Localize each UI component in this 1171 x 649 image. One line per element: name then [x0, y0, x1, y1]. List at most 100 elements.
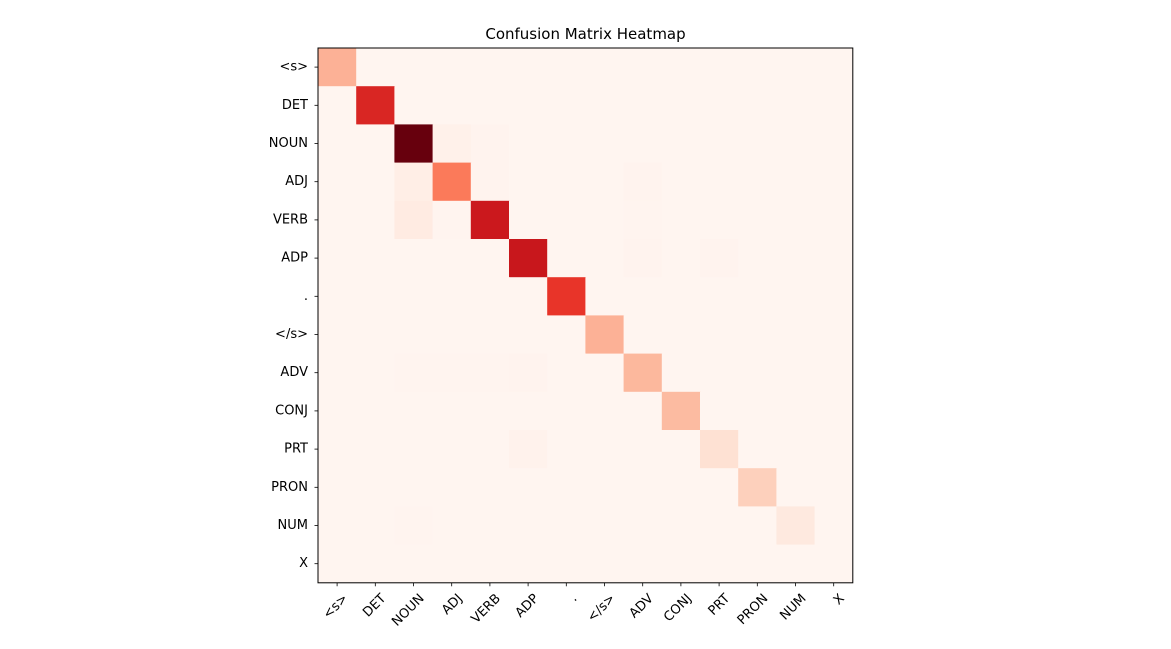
heatmap-cell	[432, 353, 472, 393]
y-tick-label: ADV	[280, 365, 308, 380]
heatmap-cell	[623, 86, 663, 125]
heatmap-cell	[509, 353, 548, 393]
heatmap-cell	[623, 48, 663, 87]
heatmap-cell	[738, 315, 777, 355]
heatmap-cell	[738, 200, 777, 240]
heatmap-cell	[700, 200, 739, 240]
heatmap-cell	[623, 277, 663, 316]
heatmap-cell	[585, 86, 625, 125]
x-tick-label: NOUN	[389, 591, 427, 629]
heatmap-cell	[318, 124, 357, 164]
heatmap-cell	[509, 277, 548, 316]
heatmap-cell	[738, 86, 777, 125]
heatmap-cell	[623, 506, 663, 546]
heatmap-cell	[509, 506, 548, 546]
heatmap-cell	[547, 200, 586, 240]
y-axis-ticks: <s> DET NOUN ADJ VERB ADP. </s> ADV CONJ PRT PRON N…	[269, 60, 318, 571]
y-tick-label: PRON	[271, 480, 308, 495]
heatmap-cell	[432, 468, 472, 507]
heatmap-cell	[585, 239, 625, 278]
heatmap-cell	[470, 239, 510, 278]
heatmap-cell	[356, 544, 395, 584]
heatmap-cell	[356, 506, 395, 546]
heatmap-cell	[509, 430, 548, 469]
heatmap-cell	[432, 239, 472, 278]
x-tick-label: X	[831, 591, 848, 608]
heatmap-cell	[432, 430, 472, 469]
heatmap-cell	[776, 48, 816, 87]
heatmap-cell	[623, 353, 663, 393]
heatmap-cell	[547, 48, 586, 87]
y-tick-label: .	[304, 289, 308, 304]
heatmap-cell	[547, 162, 586, 202]
heatmap-cell	[356, 468, 395, 507]
heatmap-cell	[623, 162, 663, 202]
heatmap-cell	[700, 86, 739, 125]
heatmap-cell	[470, 391, 510, 431]
heatmap-cell	[585, 162, 625, 202]
heatmap-cell	[470, 468, 510, 507]
heatmap-cell	[547, 506, 586, 546]
y-tick-label: </s>	[275, 327, 308, 342]
heatmap-cell	[814, 48, 854, 87]
heatmap-cell	[585, 391, 625, 431]
heatmap-cell	[356, 48, 395, 87]
heatmap-cell	[661, 200, 701, 240]
heatmap-cell	[432, 162, 472, 202]
heatmap-cell	[318, 277, 357, 316]
heatmap-cell	[776, 315, 816, 355]
heatmap-cell	[394, 86, 434, 125]
heatmap-cell	[623, 315, 663, 355]
heatmap-cell	[814, 430, 854, 469]
heatmap-cell	[814, 391, 854, 431]
heatmap-cell	[700, 468, 739, 507]
heatmap-cell	[661, 544, 701, 584]
heatmap-cell	[738, 48, 777, 87]
heatmap-cell	[661, 124, 701, 164]
heatmap-cell	[470, 277, 510, 316]
heatmap-cell	[661, 277, 701, 316]
heatmap-cell	[776, 124, 816, 164]
heatmap-cell	[623, 391, 663, 431]
heatmap-cell	[394, 277, 434, 316]
heatmap-cell	[394, 239, 434, 278]
heatmap-cell	[547, 468, 586, 507]
heatmap-cell	[661, 48, 701, 87]
heatmap-cell	[470, 315, 510, 355]
heatmap-cell	[814, 200, 854, 240]
heatmap-cell	[661, 506, 701, 546]
y-tick-label: <s>	[279, 60, 308, 75]
heatmap-cell	[776, 277, 816, 316]
heatmap-cell	[776, 200, 816, 240]
heatmap-cell	[700, 48, 739, 87]
heatmap-cell	[814, 315, 854, 355]
heatmap-cell	[738, 506, 777, 546]
heatmap-cell	[547, 391, 586, 431]
x-tick-label: ADJ	[439, 591, 466, 618]
heatmap-cell	[776, 544, 816, 584]
y-tick-label: DET	[282, 98, 308, 113]
heatmap-cell	[509, 239, 548, 278]
heatmap-cell	[623, 430, 663, 469]
heatmap-cell	[547, 239, 586, 278]
heatmap-cell	[470, 506, 510, 546]
y-tick-label: PRT	[284, 442, 308, 457]
heatmap-cell	[700, 544, 739, 584]
heatmap-cell	[585, 315, 625, 355]
heatmap-cell	[509, 200, 548, 240]
heatmap-cell	[470, 86, 510, 125]
heatmap-cell	[509, 544, 548, 584]
heatmap-cell	[700, 506, 739, 546]
heatmap-cell	[394, 544, 434, 584]
chart-title: Confusion Matrix Heatmap	[485, 25, 685, 43]
heatmap-cell	[661, 86, 701, 125]
heatmap-cell	[738, 162, 777, 202]
heatmap-cell	[432, 391, 472, 431]
x-tick-label: NUM	[777, 591, 809, 623]
heatmap-cell	[585, 48, 625, 87]
x-tick-label: CONJ	[661, 591, 695, 625]
x-tick-label: VERB	[469, 591, 504, 626]
heatmap-cell	[318, 468, 357, 507]
heatmap-cell	[470, 124, 510, 164]
heatmap-cell	[470, 200, 510, 240]
